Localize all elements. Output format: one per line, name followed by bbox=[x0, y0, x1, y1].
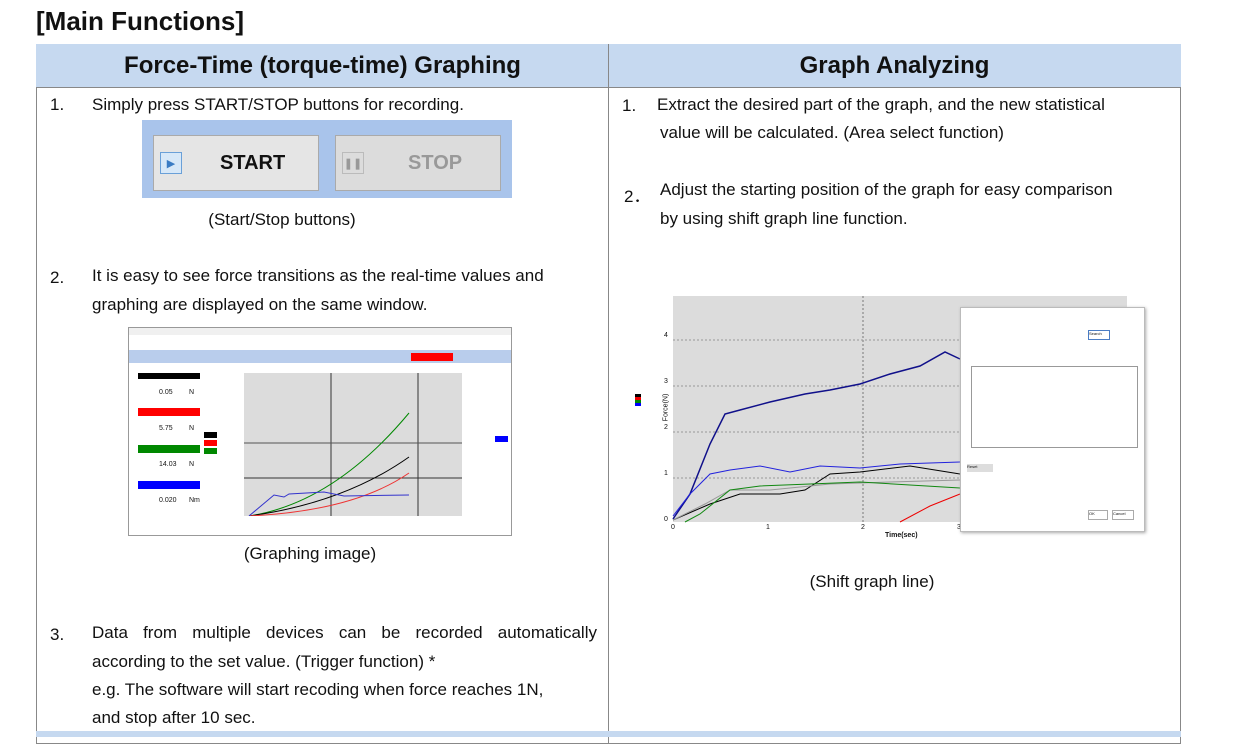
y-axis-label: Force(N) bbox=[662, 393, 670, 422]
caption-shift: (Shift graph line) bbox=[809, 572, 935, 591]
shift-dialog: Search Reset OK Cancel bbox=[960, 307, 1145, 532]
ch3-unit: N bbox=[189, 461, 195, 468]
start-button[interactable]: ▶ START bbox=[153, 135, 319, 191]
pause-icon: ❚❚ bbox=[342, 152, 364, 174]
ch3-value: 14.03 bbox=[159, 461, 177, 468]
x-tick: 1 bbox=[766, 524, 770, 531]
item-text: It is easy to see force transitions as t… bbox=[92, 266, 544, 285]
start-stop-panel: ▶ START ❚❚ STOP bbox=[142, 120, 512, 198]
ch2-unit: N bbox=[189, 425, 195, 432]
stop-button[interactable]: ❚❚ STOP bbox=[335, 135, 501, 191]
x-tick: 0 bbox=[671, 524, 675, 531]
item-text: Adjust the starting position of the grap… bbox=[660, 180, 1113, 199]
caption-start-stop: (Start/Stop buttons) bbox=[208, 210, 356, 229]
reset-button[interactable]: Reset bbox=[967, 464, 993, 472]
item-text: e.g. The software will start recoding wh… bbox=[92, 680, 544, 699]
item-text: and stop after 10 sec. bbox=[92, 708, 256, 727]
ch4-value: 0.020 bbox=[159, 497, 177, 504]
x-tick: 2 bbox=[861, 524, 865, 531]
cancel-button[interactable]: Cancel bbox=[1112, 510, 1134, 520]
page-title: [Main Functions] bbox=[36, 6, 244, 36]
start-label: START bbox=[220, 151, 286, 174]
item-number: 1. bbox=[622, 96, 637, 115]
item-number: 3. bbox=[50, 625, 65, 644]
y-tick: 2 bbox=[664, 424, 668, 431]
item-text: graphing are displayed on the same windo… bbox=[92, 295, 428, 314]
ok-button[interactable]: OK bbox=[1088, 510, 1108, 520]
item-text: Extract the desired part of the graph, a… bbox=[657, 95, 1105, 114]
graphing-image: 0.05 5.75 14.03 0.020 N N N Nm bbox=[128, 327, 512, 536]
item-text: Data from multiple devices can be record… bbox=[92, 623, 597, 642]
graph-plot bbox=[244, 373, 462, 516]
x-tick: 3 bbox=[957, 524, 961, 531]
caption-graphing: (Graphing image) bbox=[243, 544, 377, 563]
ch2-value: 5.75 bbox=[159, 425, 173, 432]
shift-graph-image: Force(N) Time(sec) 0 1 2 3 4 0 1 2 3 Sea… bbox=[630, 294, 1145, 544]
y-tick: 1 bbox=[664, 470, 668, 477]
x-axis-label: Time(sec) bbox=[885, 532, 918, 539]
play-icon: ▶ bbox=[160, 152, 182, 174]
ch4-unit: Nm bbox=[189, 497, 200, 504]
stop-label: STOP bbox=[408, 151, 463, 174]
item-number: 2. bbox=[50, 268, 65, 287]
ch1-unit: N bbox=[189, 389, 195, 396]
y-tick: 3 bbox=[664, 378, 668, 385]
next-row-header bbox=[36, 731, 1181, 737]
item-text: according to the set value. (Trigger fun… bbox=[92, 652, 436, 671]
search-button[interactable]: Search bbox=[1088, 330, 1110, 340]
item-number: 2． bbox=[624, 187, 651, 206]
column-header-analyzing: Graph Analyzing bbox=[608, 44, 1181, 88]
item-text: value will be calculated. (Area select f… bbox=[660, 123, 1004, 142]
item-number: 1. bbox=[50, 95, 65, 114]
ch1-value: 0.05 bbox=[159, 389, 173, 396]
y-tick: 4 bbox=[664, 332, 668, 339]
item-text: by using shift graph line function. bbox=[660, 209, 908, 228]
column-header-graphing: Force-Time (torque-time) Graphing bbox=[36, 44, 609, 88]
y-tick: 0 bbox=[664, 516, 668, 523]
item-text: Simply press START/STOP buttons for reco… bbox=[92, 95, 464, 114]
column-divider bbox=[608, 44, 609, 744]
